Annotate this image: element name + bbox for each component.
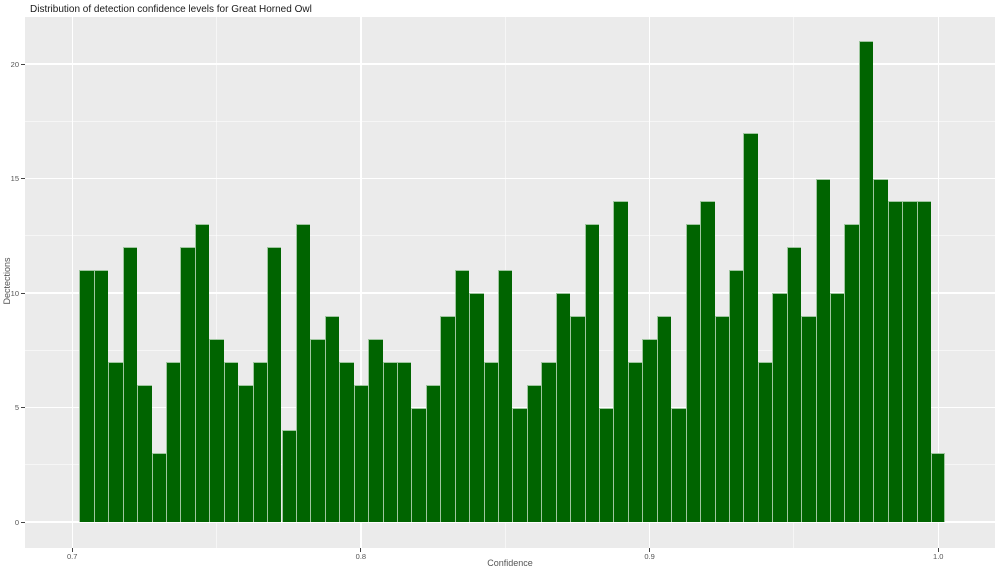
histogram-bar	[281, 430, 296, 522]
histogram-bar	[671, 407, 686, 522]
histogram-bar	[396, 361, 412, 522]
histogram-bar	[440, 315, 455, 522]
major-gridline-vertical	[937, 17, 939, 548]
histogram-bar	[295, 224, 311, 522]
histogram-bar	[743, 132, 758, 522]
minor-gridline-horizontal	[25, 120, 995, 122]
y-tick-mark	[21, 178, 25, 180]
histogram-bar	[902, 201, 917, 522]
histogram-bar	[916, 201, 932, 522]
histogram-bar	[137, 384, 152, 522]
histogram-bar	[584, 224, 600, 522]
histogram-bar	[122, 247, 138, 522]
histogram-bar	[873, 178, 888, 522]
histogram-bar	[469, 293, 484, 522]
y-tick-mark	[21, 292, 25, 294]
histogram-bar	[180, 247, 195, 522]
histogram-bar	[498, 270, 513, 522]
histogram-bar	[931, 453, 946, 522]
x-tick-mark	[649, 548, 651, 552]
histogram-bar	[223, 361, 239, 522]
histogram-bar	[685, 224, 701, 522]
histogram-bar	[700, 201, 715, 522]
histogram-bar	[209, 338, 224, 522]
x-axis-label: Confidence	[487, 558, 533, 568]
histogram-bar	[324, 315, 340, 522]
x-tick-label: 0.7	[66, 552, 78, 561]
histogram-bar	[728, 270, 744, 522]
histogram-bar	[425, 384, 441, 522]
major-gridline-vertical	[648, 17, 651, 548]
y-tick-label: 0	[14, 517, 19, 527]
chart-title: Distribution of detection confidence lev…	[30, 4, 312, 15]
histogram-bar	[786, 247, 802, 522]
histogram-bar	[887, 201, 903, 522]
major-gridline-horizontal	[25, 177, 995, 180]
histogram-bar	[411, 407, 426, 522]
y-tick-label: 10	[10, 288, 19, 298]
histogram-bar	[613, 201, 628, 522]
histogram-bar	[844, 224, 859, 522]
histogram-bar	[830, 293, 845, 522]
y-tick-mark	[21, 63, 25, 65]
histogram-bar	[108, 361, 123, 522]
histogram-bar	[599, 407, 614, 522]
minor-gridline-vertical	[216, 17, 218, 548]
y-tick-label: 15	[10, 174, 19, 184]
histogram-bar	[368, 338, 383, 522]
histogram-bar	[353, 384, 369, 522]
plot-panel	[25, 17, 995, 548]
histogram-bar	[79, 270, 94, 522]
histogram-bar	[151, 453, 166, 522]
histogram-bar	[310, 338, 325, 522]
major-gridline-vertical	[71, 17, 73, 548]
histogram-bar	[858, 41, 874, 522]
y-tick-label: 20	[10, 59, 19, 69]
x-tick-label: 0.8	[355, 552, 367, 561]
x-tick-label: 1.0	[933, 552, 944, 561]
y-tick-mark	[21, 407, 25, 409]
histogram-bar	[93, 270, 109, 522]
histogram-bar	[815, 178, 830, 522]
histogram-bar	[166, 361, 181, 522]
histogram-bar	[656, 315, 672, 522]
histogram-bar	[339, 361, 354, 522]
histogram-bar	[714, 315, 729, 522]
x-tick-label: 0.9	[644, 552, 655, 561]
x-tick-mark	[360, 548, 362, 552]
histogram-bar	[526, 384, 542, 522]
y-axis-label: Dectections	[2, 257, 12, 305]
histogram-bar	[252, 361, 268, 522]
histogram-bar	[541, 361, 556, 522]
histogram-bar	[267, 247, 282, 522]
minor-gridline-horizontal	[25, 235, 995, 237]
major-gridline-horizontal	[25, 63, 995, 65]
histogram-bar	[194, 224, 210, 522]
major-gridline-vertical	[360, 17, 362, 548]
histogram-bar	[382, 361, 397, 522]
y-tick-label: 5	[14, 403, 19, 413]
x-tick-mark	[937, 548, 939, 552]
x-tick-mark	[71, 548, 73, 552]
histogram-bar	[801, 315, 816, 522]
histogram-bar	[238, 384, 253, 522]
histogram-bar	[757, 361, 773, 522]
histogram-bar	[772, 293, 787, 522]
histogram-bar	[555, 293, 571, 522]
y-tick-mark	[21, 521, 25, 523]
histogram-bar	[570, 315, 585, 522]
histogram-bar	[627, 361, 643, 522]
histogram-bar	[512, 407, 527, 522]
histogram-bar	[642, 338, 657, 522]
histogram-bar	[483, 361, 498, 522]
histogram-bar	[454, 270, 470, 522]
